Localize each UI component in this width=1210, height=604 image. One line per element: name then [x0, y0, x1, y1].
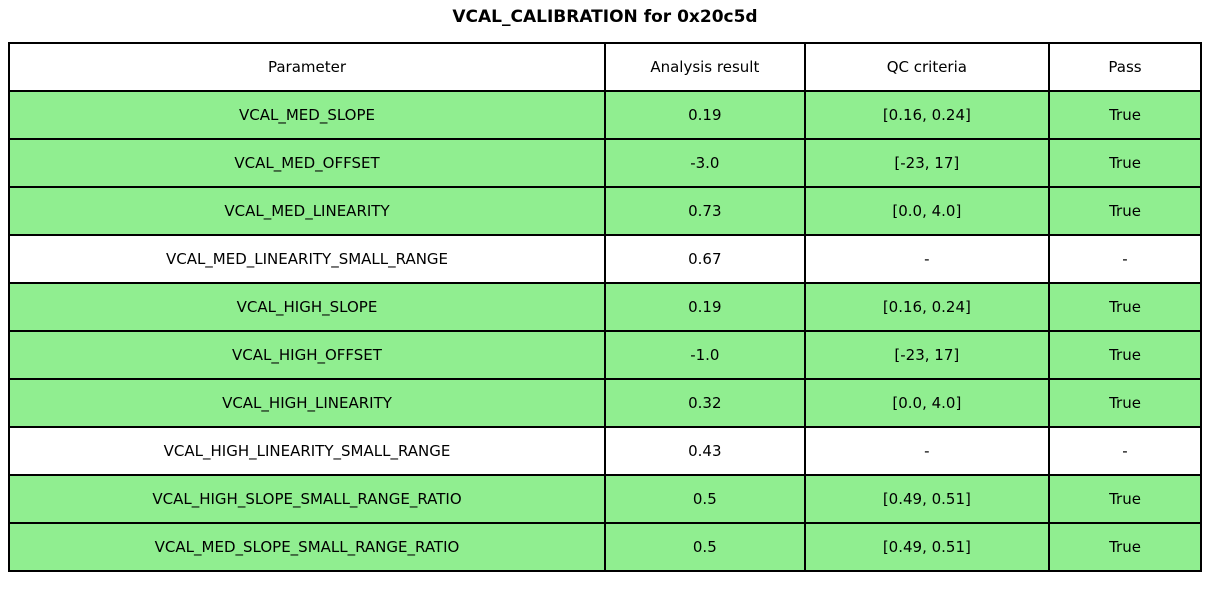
cell-analysis-result: 0.73: [604, 186, 806, 236]
cell-parameter: VCAL_HIGH_LINEARITY: [8, 378, 606, 428]
cell-qc-criteria: [0.49, 0.51]: [803, 522, 1051, 572]
table-row: VCAL_HIGH_SLOPE 0.19 [0.16, 0.24] True: [8, 282, 1202, 332]
table-row: VCAL_MED_LINEARITY 0.73 [0.0, 4.0] True: [8, 186, 1202, 236]
cell-analysis-result: 0.67: [604, 234, 806, 284]
cell-parameter: VCAL_MED_LINEARITY: [8, 186, 606, 236]
col-header-parameter: Parameter: [8, 42, 606, 92]
col-header-pass: Pass: [1048, 42, 1202, 92]
table-row: VCAL_MED_SLOPE 0.19 [0.16, 0.24] True: [8, 90, 1202, 140]
cell-pass: True: [1048, 522, 1202, 572]
cell-qc-criteria: [0.16, 0.24]: [803, 282, 1051, 332]
cell-qc-criteria: [0.0, 4.0]: [803, 186, 1051, 236]
cell-parameter: VCAL_HIGH_LINEARITY_SMALL_RANGE: [8, 426, 606, 476]
cell-qc-criteria: [0.49, 0.51]: [803, 474, 1051, 524]
cell-parameter: VCAL_MED_SLOPE: [8, 90, 606, 140]
cell-parameter: VCAL_HIGH_SLOPE: [8, 282, 606, 332]
cell-pass: -: [1048, 234, 1202, 284]
cell-qc-criteria: [-23, 17]: [803, 138, 1051, 188]
qc-results-table: Parameter Analysis result QC criteria Pa…: [8, 42, 1202, 572]
cell-pass: True: [1048, 282, 1202, 332]
cell-analysis-result: 0.19: [604, 90, 806, 140]
cell-pass: -: [1048, 426, 1202, 476]
table-row: VCAL_HIGH_OFFSET -1.0 [-23, 17] True: [8, 330, 1202, 380]
cell-parameter: VCAL_MED_SLOPE_SMALL_RANGE_RATIO: [8, 522, 606, 572]
cell-analysis-result: -1.0: [604, 330, 806, 380]
cell-parameter: VCAL_HIGH_SLOPE_SMALL_RANGE_RATIO: [8, 474, 606, 524]
table-row: VCAL_MED_LINEARITY_SMALL_RANGE 0.67 - -: [8, 234, 1202, 284]
col-header-analysis-result: Analysis result: [604, 42, 806, 92]
page-title: VCAL_CALIBRATION for 0x20c5d: [452, 7, 758, 27]
table-row: VCAL_HIGH_SLOPE_SMALL_RANGE_RATIO 0.5 [0…: [8, 474, 1202, 524]
cell-pass: True: [1048, 378, 1202, 428]
cell-analysis-result: -3.0: [604, 138, 806, 188]
cell-pass: True: [1048, 330, 1202, 380]
cell-analysis-result: 0.19: [604, 282, 806, 332]
cell-analysis-result: 0.5: [604, 522, 806, 572]
cell-qc-criteria: [0.16, 0.24]: [803, 90, 1051, 140]
cell-analysis-result: 0.43: [604, 426, 806, 476]
col-header-qc-criteria: QC criteria: [803, 42, 1051, 92]
cell-analysis-result: 0.5: [604, 474, 806, 524]
cell-pass: True: [1048, 186, 1202, 236]
header-row: Parameter Analysis result QC criteria Pa…: [8, 42, 1202, 92]
cell-parameter: VCAL_MED_LINEARITY_SMALL_RANGE: [8, 234, 606, 284]
cell-qc-criteria: -: [803, 234, 1051, 284]
cell-parameter: VCAL_MED_OFFSET: [8, 138, 606, 188]
cell-parameter: VCAL_HIGH_OFFSET: [8, 330, 606, 380]
cell-qc-criteria: -: [803, 426, 1051, 476]
cell-qc-criteria: [0.0, 4.0]: [803, 378, 1051, 428]
cell-pass: True: [1048, 90, 1202, 140]
cell-qc-criteria: [-23, 17]: [803, 330, 1051, 380]
cell-pass: True: [1048, 138, 1202, 188]
table-row: VCAL_MED_OFFSET -3.0 [-23, 17] True: [8, 138, 1202, 188]
table-row: VCAL_HIGH_LINEARITY 0.32 [0.0, 4.0] True: [8, 378, 1202, 428]
table-row: VCAL_HIGH_LINEARITY_SMALL_RANGE 0.43 - -: [8, 426, 1202, 476]
cell-analysis-result: 0.32: [604, 378, 806, 428]
cell-pass: True: [1048, 474, 1202, 524]
table-row: VCAL_MED_SLOPE_SMALL_RANGE_RATIO 0.5 [0.…: [8, 522, 1202, 572]
